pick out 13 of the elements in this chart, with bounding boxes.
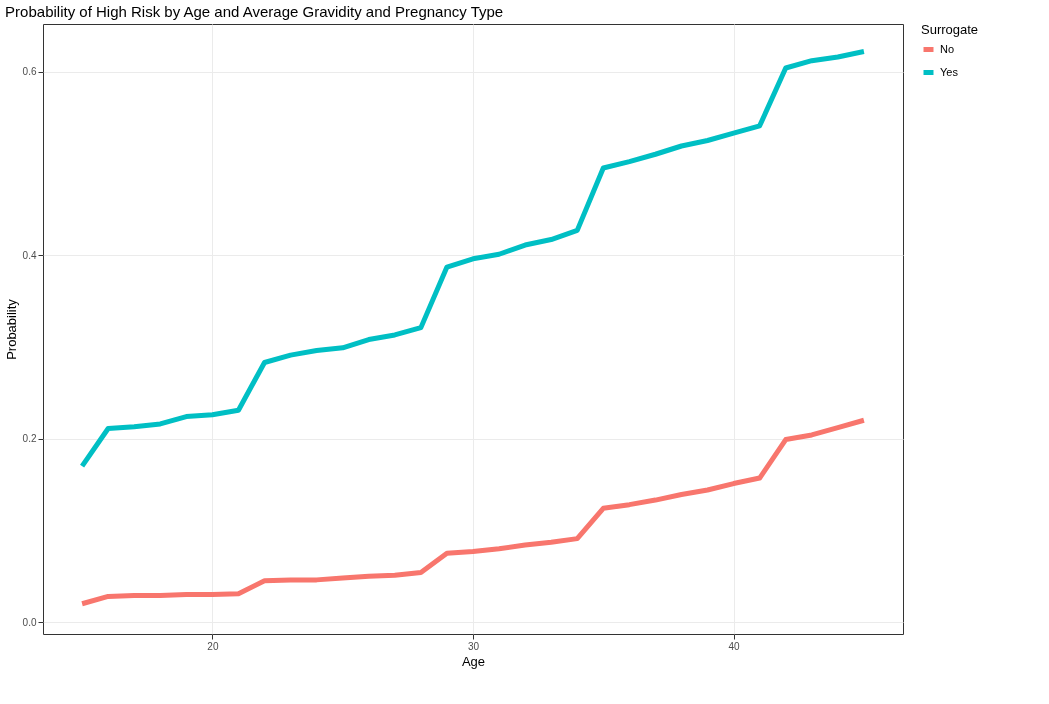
y-tick-label: 0.2 xyxy=(22,433,37,445)
legend-title: Surrogate xyxy=(921,22,979,37)
y-tick-label: 0.4 xyxy=(22,249,37,261)
legend-label: Yes xyxy=(940,65,959,78)
x-tick-label: 40 xyxy=(728,640,741,652)
x-axis-title: Age xyxy=(461,653,486,669)
y-axis-title: Probability xyxy=(3,298,19,360)
y-tick-label: 0.0 xyxy=(22,616,37,628)
legend-label: No xyxy=(940,42,955,55)
x-tick-label: 30 xyxy=(467,640,480,652)
x-tick-label: 20 xyxy=(207,640,219,652)
y-tick-label: 0.6 xyxy=(22,66,37,78)
chart-title: Probability of High Risk by Age and Average Gravidity and Pregnancy Type xyxy=(5,3,504,20)
